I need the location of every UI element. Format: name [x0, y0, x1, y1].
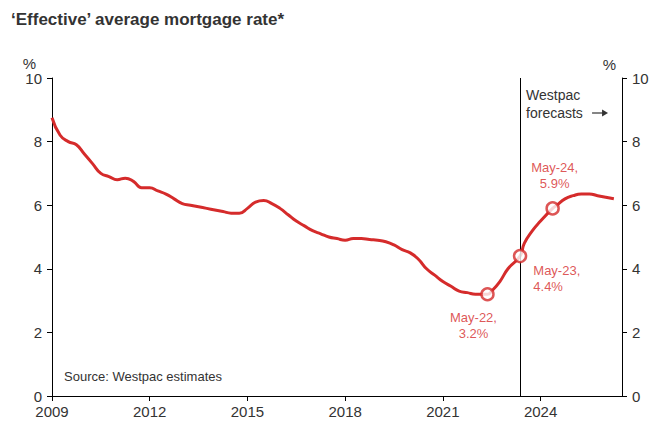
svg-text:8: 8 [34, 133, 42, 150]
svg-text:3.2%: 3.2% [459, 326, 489, 341]
svg-text:2: 2 [632, 324, 640, 341]
svg-text:6: 6 [34, 197, 42, 214]
svg-text:4: 4 [34, 260, 42, 277]
svg-text:May-23,: May-23, [533, 263, 580, 278]
svg-text:4: 4 [632, 260, 640, 277]
svg-text:4.4%: 4.4% [533, 279, 563, 294]
svg-text:10: 10 [632, 70, 649, 87]
svg-text:Westpac: Westpac [526, 87, 580, 103]
svg-text:forecasts: forecasts [526, 105, 583, 121]
svg-text:8: 8 [632, 133, 640, 150]
svg-text:May-24,: May-24, [531, 160, 578, 175]
svg-text:6: 6 [632, 197, 640, 214]
svg-text:2021: 2021 [426, 403, 459, 420]
svg-text:2: 2 [34, 324, 42, 341]
svg-text:%: % [603, 56, 616, 73]
svg-text:2018: 2018 [328, 403, 361, 420]
svg-text:2015: 2015 [231, 403, 264, 420]
svg-text:5.9%: 5.9% [540, 176, 570, 191]
svg-text:2012: 2012 [133, 403, 166, 420]
svg-text:2024: 2024 [524, 403, 557, 420]
svg-text:May-22,: May-22, [450, 310, 497, 325]
svg-text:2009: 2009 [35, 403, 68, 420]
svg-text:Source: Westpac estimates: Source: Westpac estimates [64, 369, 222, 384]
svg-text:0: 0 [632, 388, 640, 405]
svg-text:‘Effective’ average mortgage r: ‘Effective’ average mortgage rate* [11, 10, 284, 29]
svg-text:10: 10 [25, 70, 42, 87]
svg-text:0: 0 [34, 388, 42, 405]
